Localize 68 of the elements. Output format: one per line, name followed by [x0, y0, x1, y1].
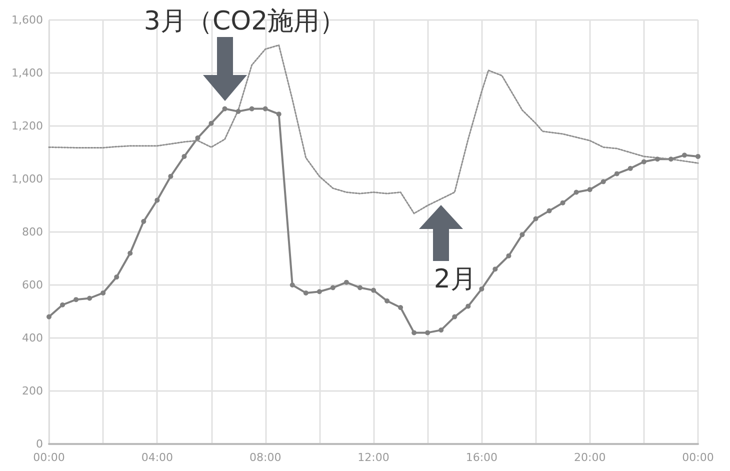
point — [696, 154, 700, 159]
point — [182, 154, 187, 159]
point — [560, 200, 566, 206]
point — [74, 297, 79, 302]
y-tick-label: 200 — [22, 384, 43, 398]
point — [276, 112, 282, 117]
point — [141, 218, 146, 224]
point — [438, 328, 444, 333]
point — [330, 285, 336, 290]
y-tick-label: 800 — [22, 226, 43, 238]
point — [128, 250, 133, 256]
point — [641, 159, 646, 164]
point — [262, 106, 268, 112]
point — [100, 290, 106, 296]
y-tick-label: 0 — [36, 438, 43, 450]
point — [114, 274, 120, 280]
y-tick-label: 1,000 — [12, 172, 43, 186]
annotation: 3月（CO2施用） — [144, 5, 346, 38]
y-tick-label: 600 — [22, 278, 43, 292]
point — [154, 198, 160, 203]
x-tick-label: 00:00 — [33, 451, 65, 464]
y-tick-label: 400 — [22, 332, 43, 344]
point — [168, 174, 174, 179]
point — [546, 208, 552, 214]
x-tick-label: 08:00 — [249, 451, 282, 464]
point — [290, 282, 295, 288]
point — [614, 171, 620, 176]
point — [587, 187, 592, 192]
point — [654, 156, 660, 162]
point — [60, 302, 66, 308]
point — [371, 288, 376, 293]
point — [236, 108, 241, 114]
point — [682, 152, 687, 158]
point — [412, 330, 417, 336]
point — [520, 232, 525, 238]
point — [466, 304, 471, 309]
point — [492, 266, 498, 272]
point — [425, 330, 430, 336]
point — [628, 166, 633, 171]
point — [479, 286, 484, 292]
y-tick-label: 1,200 — [12, 120, 43, 132]
point — [574, 190, 579, 195]
point — [357, 285, 362, 290]
x-tick-label: 00:00 — [682, 451, 714, 464]
point — [303, 290, 308, 296]
point — [249, 106, 254, 112]
point — [506, 253, 512, 258]
point — [398, 305, 404, 310]
x-tick-label: 20:00 — [574, 451, 606, 464]
x-tick-label: 12:00 — [358, 451, 390, 464]
point — [533, 216, 538, 222]
point — [87, 296, 92, 301]
point — [46, 314, 52, 320]
x-tick-label: 04:00 — [141, 451, 174, 464]
point — [222, 106, 228, 112]
point — [668, 156, 674, 162]
annotation: 2月 — [434, 263, 476, 296]
x-tick-label: 16:00 — [466, 451, 498, 464]
point — [452, 314, 458, 320]
y-tick-label: 1,600 — [12, 14, 43, 26]
point — [316, 289, 322, 294]
point — [384, 298, 390, 304]
point — [195, 135, 200, 140]
point — [600, 179, 606, 184]
point — [208, 120, 214, 126]
line-series — [48, 44, 699, 214]
y-tick-label: 1,400 — [12, 66, 43, 80]
point — [344, 280, 349, 285]
